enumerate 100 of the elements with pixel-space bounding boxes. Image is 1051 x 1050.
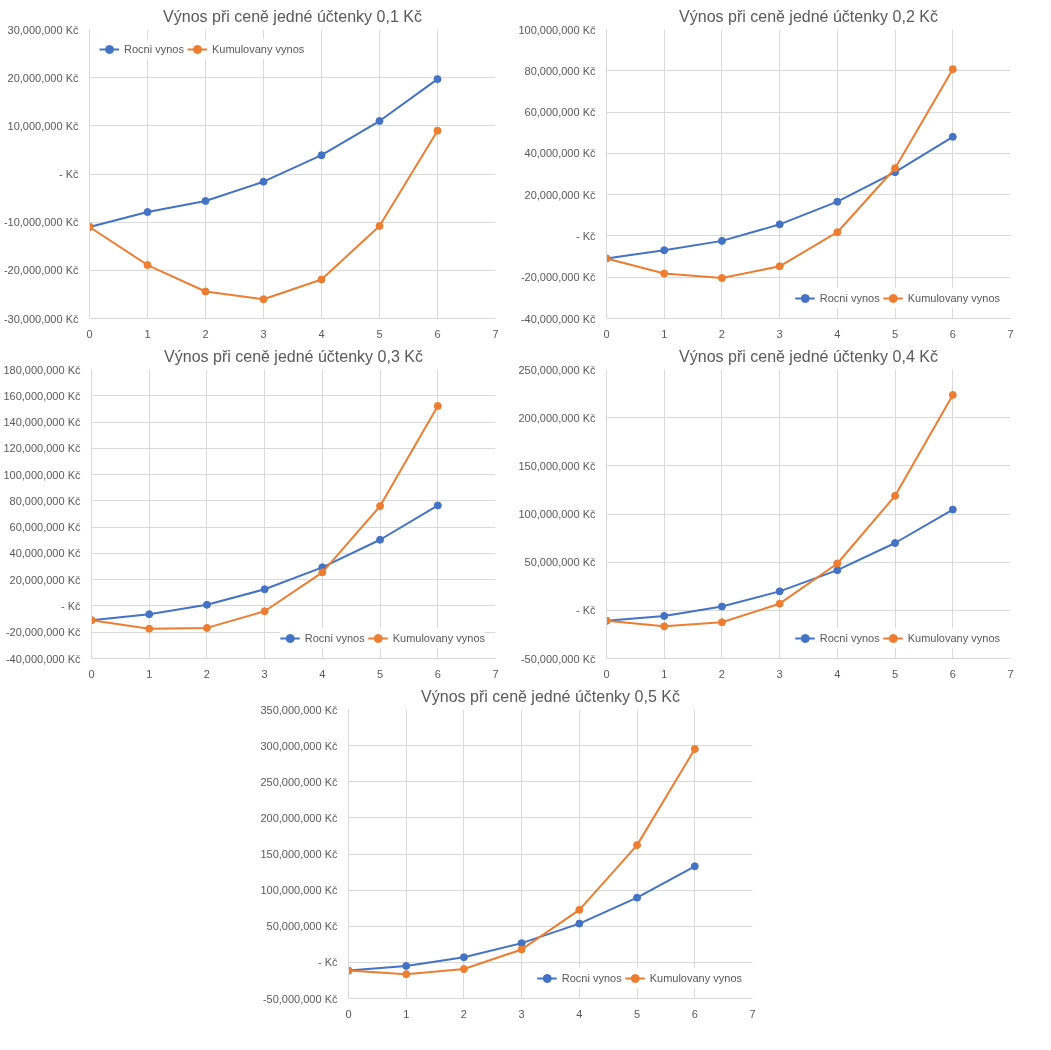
x-tick-label: 4 [834,667,841,680]
point [833,228,842,237]
point [833,197,842,206]
x-tick-label: 2 [202,327,209,340]
legend-label: Rocni vynos [304,632,365,644]
legend-label: Kumulovany vynos [907,632,1000,644]
point [517,939,526,948]
y-tick-label: - Kč [317,956,338,969]
y-tick-label: 160,000,000 Kč [3,389,81,402]
point [660,611,669,620]
x-tick-label: 7 [492,327,499,340]
x-tick-label: 6 [949,327,956,340]
x-tick-label: 7 [1007,667,1014,680]
y-tick-label: -20,000,000 Kč [5,626,81,639]
y-tick-label: - Kč [60,599,81,612]
point [891,491,900,500]
y-tick-label: 20,000,000 Kč [9,573,81,586]
x-tick-label: 5 [376,327,383,340]
point [891,539,900,547]
legend-label: Rocni vynos [819,292,880,304]
point [833,559,842,568]
y-tick-label: -40,000,000 Kč [5,652,81,665]
point [402,961,411,970]
x-tick-label: 5 [892,667,899,680]
x-tick-label: 6 [434,327,441,340]
x-tick-label: 4 [576,1007,583,1020]
point [948,390,957,399]
point [375,117,384,126]
point [202,600,211,609]
x-tick-label: 3 [518,1007,525,1020]
point [717,602,726,611]
x-tick-label: 4 [834,327,841,340]
x-tick-label: 7 [492,667,499,680]
point [433,402,442,411]
chart-title: Výnos při ceně jedné účtenky 0,4 Kč [679,347,938,365]
x-tick-label: 2 [460,1007,467,1020]
x-tick-label: 1 [146,667,153,680]
x-tick-label: 1 [661,667,668,680]
x-tick-label: 1 [661,327,668,340]
point [260,607,269,616]
point [402,970,411,979]
point [376,535,385,544]
legend-label: Rocni vynos [819,632,880,644]
y-tick-label: 140,000,000 Kč [3,416,81,429]
x-tick-label: 4 [318,327,325,340]
y-tick-label: 50,000,000 Kč [524,556,596,569]
point [459,953,468,962]
y-tick-label: 50,000,000 Kč [266,920,338,933]
y-tick-label: 120,000,000 Kč [3,442,81,455]
point [145,624,154,633]
point [317,151,326,160]
point [948,65,957,74]
y-tick-label: 80,000,000 Kč [9,494,81,507]
x-tick-label: 0 [603,667,610,680]
y-tick-label: 40,000,000 Kč [9,547,81,560]
point [575,919,584,928]
point [202,623,211,632]
point [775,587,784,596]
y-tick-label: 40,000,000 Kč [524,147,596,160]
point [833,566,842,575]
x-tick-label: 3 [776,667,783,680]
y-tick-label: 150,000,000 Kč [260,848,338,860]
y-tick-label: 100,000,000 Kč [260,884,338,897]
x-tick-label: 2 [718,667,725,680]
legend-label: Kumulovany vynos [649,972,742,984]
y-tick-label: 60,000,000 Kč [9,521,81,534]
point [690,745,699,754]
y-tick-label: -50,000,000 Kč [262,992,338,1005]
x-tick-label: 5 [634,1007,641,1020]
point [690,862,699,871]
point [575,905,584,914]
point [317,275,326,284]
legend-label: Kumulovany vynos [392,632,485,644]
x-tick-label: 2 [203,667,210,680]
y-tick-label: 100,000,000 Kč [3,468,81,481]
x-tick-label: 6 [949,667,956,680]
point [433,501,442,510]
point [660,622,669,631]
y-tick-label: 200,000,000 Kč [518,411,596,424]
y-tick-label: 300,000,000 Kč [260,739,338,752]
point [717,618,726,627]
y-tick-label: 100,000,000 Kč [518,23,596,36]
chart-title: Výnos při ceně jedné účtenky 0,3 Kč [164,347,423,365]
x-tick-label: 6 [434,667,441,680]
point [717,236,726,245]
point [260,585,269,594]
y-tick-label: 350,000,000 Kč [260,703,338,716]
y-tick-label: 250,000,000 Kč [518,363,596,376]
x-tick-label: 3 [260,327,267,340]
y-tick-label: 100,000,000 Kč [518,508,596,520]
y-tick-label: 30,000,000 Kč [7,23,79,36]
point [259,177,268,186]
y-tick-label: 80,000,000 Kč [524,64,596,77]
point [633,841,642,850]
point [145,610,154,619]
point [459,965,468,974]
point [143,261,152,270]
point [717,274,726,283]
y-tick-label: 200,000,000 Kč [260,811,338,824]
point [318,568,327,577]
